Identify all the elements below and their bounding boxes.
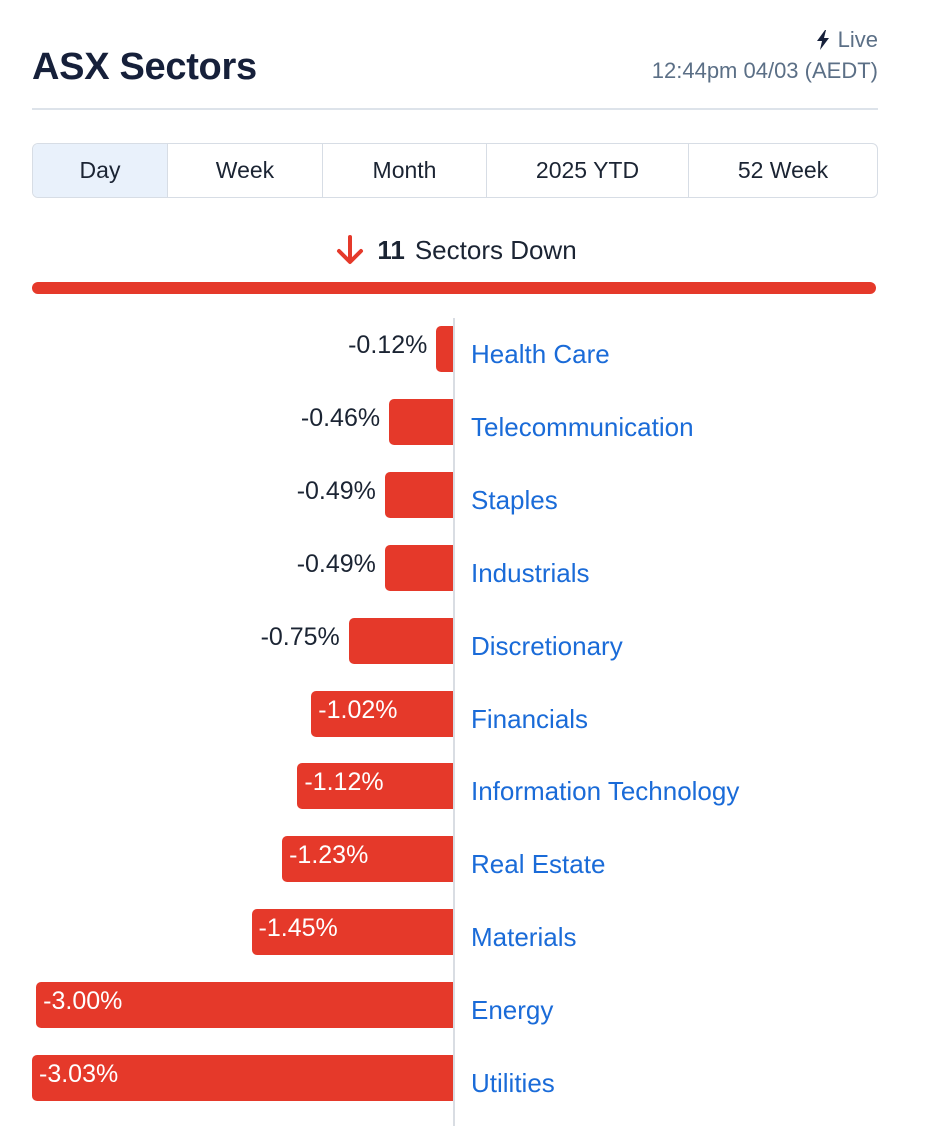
sector-performance-chart: -0.12% Health Care -0.46% Telecommunication… bbox=[0, 318, 950, 1126]
tab-52-week[interactable]: 52 Week bbox=[737, 157, 829, 183]
value-label-information-technology: -1.12% bbox=[304, 768, 384, 797]
sector-link-financials[interactable]: Financials bbox=[471, 703, 589, 734]
value-label-health-care: -0.12% bbox=[348, 331, 428, 359]
value-label-utilities: -3.03% bbox=[39, 1060, 119, 1088]
bar-energy bbox=[36, 982, 453, 1029]
timestamp: 12:44pm 04/03 (AEDT) bbox=[651, 58, 878, 83]
sector-link-discretionary[interactable]: Discretionary bbox=[471, 630, 623, 661]
header: ASX Sectors Live 12:44pm 04/03 (AEDT) bbox=[32, 20, 878, 110]
bar-discretionary bbox=[348, 617, 453, 664]
bar-health-care bbox=[436, 326, 453, 372]
sector-link-information-technology[interactable]: Information Technology bbox=[471, 776, 740, 807]
sector-link-telecommunication[interactable]: Telecommunication bbox=[471, 411, 694, 442]
sectors-down-label: Sectors Down bbox=[414, 234, 577, 265]
live-label: Live bbox=[837, 27, 878, 52]
sector-link-real-estate[interactable]: Real Estate bbox=[471, 849, 606, 880]
sectors-down-bar bbox=[32, 282, 876, 294]
value-label-staples: -0.49% bbox=[296, 476, 376, 505]
value-label-telecommunication: -0.46% bbox=[300, 403, 381, 432]
sectors-down-count: 11 bbox=[377, 234, 405, 265]
period-tabs: Day Week Month 2025 YTD 52 Week bbox=[32, 143, 878, 198]
tab-2025-ytd[interactable]: 2025 YTD bbox=[487, 144, 689, 197]
value-label-industrials: -0.49% bbox=[296, 549, 376, 578]
sector-link-health-care[interactable]: Health Care bbox=[471, 339, 610, 369]
sector-link-energy[interactable]: Energy bbox=[471, 995, 554, 1026]
value-label-financials: -1.02% bbox=[318, 695, 398, 724]
lightning-icon bbox=[816, 30, 829, 50]
sector-link-staples[interactable]: Staples bbox=[471, 484, 558, 515]
bar-materials bbox=[251, 909, 453, 956]
bar-financials bbox=[311, 690, 453, 737]
tab-month[interactable]: Month bbox=[323, 144, 487, 197]
sector-link-industrials[interactable]: Industrials bbox=[471, 557, 590, 588]
bar-industrials bbox=[384, 544, 453, 591]
zero-axis-line bbox=[453, 318, 455, 1126]
bar-staples bbox=[384, 471, 453, 518]
bar-information-technology bbox=[297, 763, 453, 810]
sector-link-utilities[interactable]: Utilities bbox=[471, 1068, 555, 1098]
value-label-discretionary: -0.75% bbox=[260, 622, 340, 651]
page-title: ASX Sectors bbox=[32, 46, 257, 88]
tab-day[interactable]: Day bbox=[33, 144, 168, 197]
value-label-energy: -3.00% bbox=[43, 987, 123, 1016]
value-label-real-estate: -1.23% bbox=[289, 841, 369, 870]
tab-week[interactable]: Week bbox=[168, 144, 323, 197]
bar-utilities bbox=[32, 1055, 453, 1101]
arrow-down-icon bbox=[337, 235, 364, 264]
sectors-summary: 11 Sectors Down bbox=[0, 228, 910, 272]
header-divider bbox=[32, 108, 878, 110]
value-label-materials: -1.45% bbox=[258, 914, 338, 943]
sector-link-materials[interactable]: Materials bbox=[471, 922, 577, 953]
bar-real-estate bbox=[282, 836, 453, 883]
live-indicator: Live bbox=[816, 27, 878, 53]
bar-telecommunication bbox=[389, 398, 453, 445]
